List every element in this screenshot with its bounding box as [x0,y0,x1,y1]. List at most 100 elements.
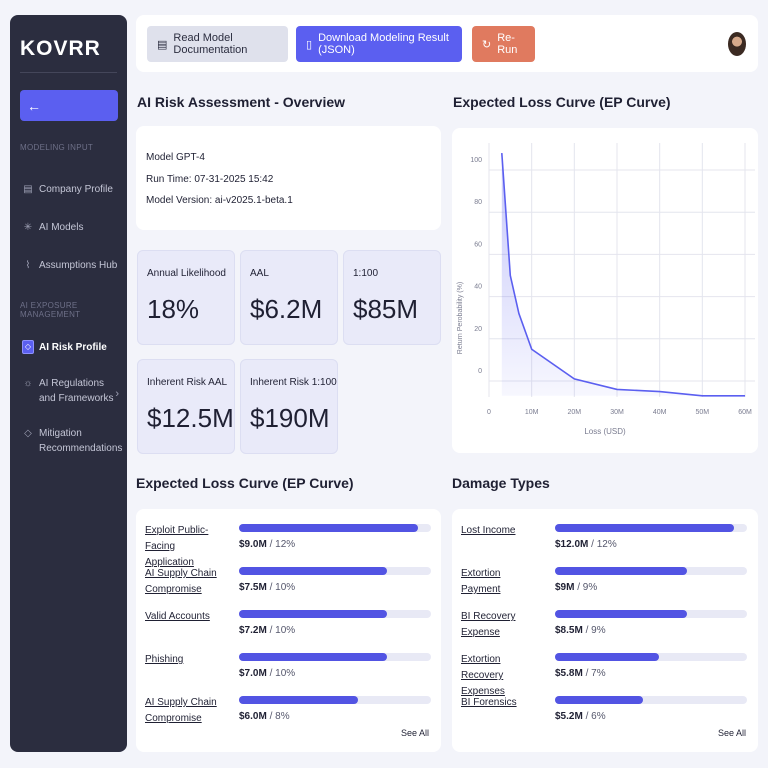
item-amount: $12.0M [555,539,589,550]
read-documentation-button[interactable]: ▤ Read Model Documentation [147,26,288,62]
item-value: $8.5M / 9% [555,625,606,636]
sidebar-item-label: Mitigation Recommendations [39,428,123,454]
section-title-attack-vectors: Expected Loss Curve (EP Curve) [136,475,354,491]
item-amount: $5.8M [555,668,583,679]
item-percent: 9% [582,582,598,593]
sidebar-item-label: AI Risk Profile [39,342,107,353]
y-tick-label: 100 [470,157,482,164]
item-percent: 9% [591,625,606,636]
progress-track [239,567,431,575]
item-separator: / [266,668,276,679]
arrow-left-icon: ← [27,97,41,114]
item-separator: / [266,711,276,722]
metric-card-inherent-1-100: Inherent Risk 1:100 $190M [240,359,338,454]
file-download-icon: ▯ [306,38,313,51]
progress-track [555,610,747,618]
list-item: Phishing $7.0M / 10% [136,652,441,692]
item-link[interactable]: BI Recovery Expense [461,611,516,638]
list-item: AI Supply Chain Compromise $6.0M / 8% [136,695,441,735]
item-link[interactable]: Valid Accounts [145,611,210,622]
divider [20,72,117,73]
see-all-link[interactable]: See All [717,728,746,738]
see-all-link[interactable]: See All [400,728,429,738]
sidebar-item-ai-risk-profile[interactable]: ◇ AI Risk Profile [22,340,122,355]
metric-label: AAL [250,268,269,279]
item-value: $7.0M / 10% [239,668,295,679]
metric-value: 18% [147,294,200,324]
metric-card-aal: AAL $6.2M [240,250,338,345]
progress-fill [555,524,734,532]
item-separator: / [266,539,276,550]
sidebar-item-label: AI Regulations and Frameworks [39,378,114,404]
progress-track [555,567,747,575]
sidebar-item-ai-regulations[interactable]: ☼ AI Regulations and Frameworks [22,376,122,406]
model-info-card: Model GPT-4 Run Time: 07-31-2025 15:42 M… [136,126,441,230]
sidebar-item-mitigation[interactable]: ◇ Mitigation Recommendations [22,426,122,456]
item-separator: / [582,711,592,722]
progress-fill [555,610,688,618]
metric-value: $12.5M [147,403,234,433]
sidebar: KOVRR ← MODELING INPUT ▤ Company Profile… [10,15,127,752]
item-link[interactable]: Extortion Recovery Expenses [461,654,505,697]
x-tick-label: 30M [610,409,624,416]
y-tick-label: 80 [474,199,482,206]
progress-track [239,610,431,618]
item-amount: $9M [555,582,575,593]
item-percent: 10% [275,668,296,679]
back-button[interactable]: ← [20,90,118,121]
item-link[interactable]: Phishing [145,654,184,665]
button-label: Re-Run [497,32,518,56]
ep-curve-chart: Return Perobability (%) Loss (USD) 0 20 40… [457,143,755,436]
item-value: $7.2M / 10% [239,625,295,636]
item-link[interactable]: Exploit Public-Facing Application [145,525,209,568]
item-percent: 10% [275,582,296,593]
list-item: Extortion Recovery Expenses $5.8M / 7% [452,652,758,697]
item-link[interactable]: AI Supply Chain Compromise [145,568,217,595]
metric-card-inherent-aal: Inherent Risk AAL $12.5M [137,359,235,454]
item-percent: 12% [275,539,296,550]
progress-fill [555,653,659,661]
building-icon: ▤ [23,184,33,195]
metric-label: Inherent Risk 1:100 [250,377,337,388]
sidebar-item-company-profile[interactable]: ▤ Company Profile [22,182,122,197]
progress-track [555,696,747,704]
progress-track [239,696,431,704]
item-link[interactable]: AI Supply Chain Compromise [145,697,217,724]
progress-fill [239,610,387,618]
item-value: $9M / 9% [555,582,597,593]
diamond-outline-icon: ◇ [24,428,32,439]
item-link[interactable]: BI Forensics [461,697,517,708]
x-tick-label: 0 [487,409,491,416]
download-result-button[interactable]: ▯ Download Modeling Result (JSON) [296,26,462,62]
logo: KOVRR [20,37,101,60]
y-tick-label: 0 [478,368,482,375]
progress-fill [555,567,688,575]
run-time: Run Time: 07-31-2025 15:42 [146,174,274,185]
item-value: $5.8M / 7% [555,668,606,679]
item-value: $12.0M / 12% [555,539,617,550]
progress-fill [239,696,359,704]
rerun-button[interactable]: ↻ Re-Run [472,26,535,62]
item-percent: 10% [275,625,296,636]
item-value: $6.0M / 8% [239,711,290,722]
item-percent: 6% [591,711,606,722]
list-item: Lost Income $12.0M / 12% [452,523,758,563]
item-value: $9.0M / 12% [239,539,295,550]
item-amount: $9.0M [239,539,267,550]
sidebar-item-assumptions-hub[interactable]: ⌇ Assumptions Hub [22,258,122,273]
button-label: Download Modeling Result (JSON) [318,32,449,56]
sidebar-item-ai-models[interactable]: ✳ AI Models [22,220,122,235]
x-tick-label: 10M [525,409,539,416]
avatar[interactable] [728,32,746,56]
item-amount: $6.0M [239,711,267,722]
chevron-right-icon[interactable]: › [115,388,119,400]
item-link[interactable]: Lost Income [461,525,516,536]
item-link[interactable]: Extortion Payment [461,568,501,595]
item-amount: $8.5M [555,625,583,636]
y-tick-label: 60 [474,241,482,248]
refresh-icon: ↻ [482,38,492,51]
item-separator: / [266,582,276,593]
item-separator: / [582,668,592,679]
y-tick-label: 20 [474,326,482,333]
metric-label: Inherent Risk AAL [147,377,228,388]
